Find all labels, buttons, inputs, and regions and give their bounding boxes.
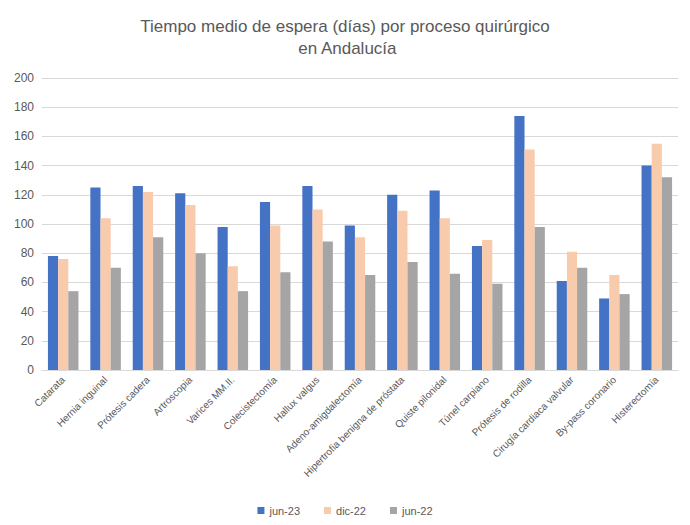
svg-text:120: 120: [14, 188, 34, 202]
svg-text:0: 0: [27, 363, 34, 377]
svg-text:jun-22: jun-22: [401, 505, 433, 517]
svg-text:Túnel carpiano: Túnel carpiano: [436, 374, 492, 429]
svg-text:Hipertrofia benigna de próstat: Hipertrofia benigna de próstata: [302, 374, 407, 479]
svg-text:Catarata: Catarata: [32, 374, 67, 409]
svg-text:Hernia inguinal: Hernia inguinal: [54, 374, 110, 429]
svg-text:Artroscopia: Artroscopia: [151, 374, 195, 418]
svg-text:Prótesis cadera: Prótesis cadera: [95, 374, 152, 431]
svg-text:Prótesis de rodilla: Prótesis de rodilla: [469, 374, 534, 438]
svg-text:dic-22: dic-22: [336, 505, 366, 517]
svg-text:jun-23: jun-23: [268, 505, 300, 517]
svg-text:40: 40: [21, 305, 35, 319]
svg-text:200: 200: [14, 71, 34, 85]
svg-text:Varices MM.II.: Varices MM.II.: [184, 374, 237, 427]
svg-text:180: 180: [14, 100, 34, 114]
svg-text:Cirugía cardiaca valvular: Cirugía cardiaca valvular: [490, 374, 576, 460]
svg-text:Adeno-amigdalectomía: Adeno-amigdalectomía: [283, 374, 364, 455]
svg-text:Tiempo medio de espera (días): Tiempo medio de espera (días) por proces…: [140, 17, 549, 36]
svg-text:60: 60: [21, 275, 35, 289]
svg-text:140: 140: [14, 159, 34, 173]
svg-text:100: 100: [14, 217, 34, 231]
svg-text:20: 20: [21, 334, 35, 348]
svg-text:By-pass coronario: By-pass coronario: [554, 374, 619, 439]
svg-text:Hallux valgus: Hallux valgus: [271, 374, 322, 424]
svg-text:160: 160: [14, 129, 34, 143]
svg-text:80: 80: [21, 246, 35, 260]
svg-text:Histerectomía: Histerectomía: [609, 374, 661, 426]
svg-text:Colecistectomía: Colecistectomía: [221, 374, 279, 432]
svg-text:Quiste pilonidal: Quiste pilonidal: [392, 374, 449, 431]
svg-text:en Andalucía: en Andalucía: [293, 39, 397, 58]
